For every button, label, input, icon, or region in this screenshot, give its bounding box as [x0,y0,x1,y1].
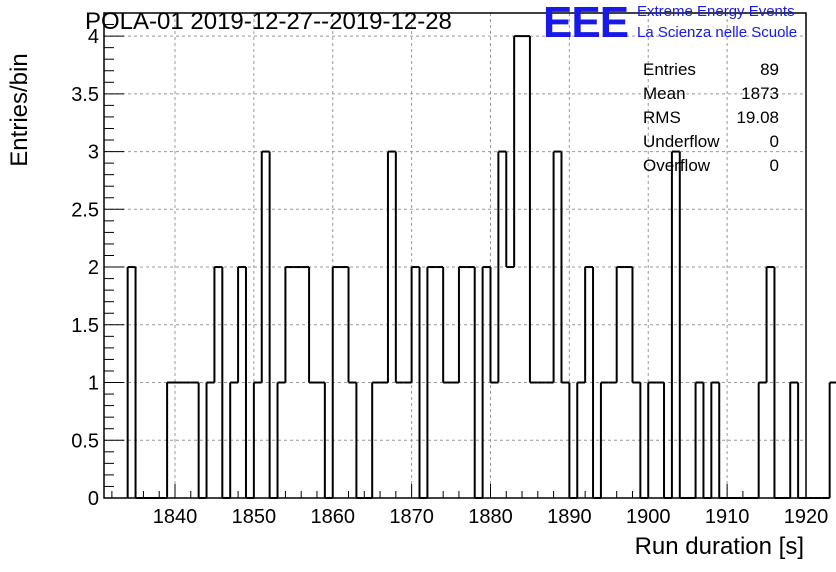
y-tick-label: 3 [88,142,99,164]
x-tick-label: 1880 [468,506,513,528]
stats-row-rms: RMS 19.08 [643,108,779,132]
y-tick-label: 3.5 [71,84,99,106]
eee-logo: EEE [543,0,629,47]
stats-value: 0 [769,132,779,151]
x-tick-label: 1900 [626,506,671,528]
stats-value: 1873 [741,84,779,103]
stats-row-mean: Mean 1873 [643,84,779,108]
y-tick-label: 4 [88,26,99,48]
logo-line-2: La Scienza nelle Scuole [637,24,798,41]
y-tick-label: 2 [88,257,99,279]
logo-line-1: Extreme Energy Events [637,3,795,20]
y-tick-label: 0 [88,488,99,510]
x-tick-label: 1840 [153,506,198,528]
stats-value: 89 [760,60,779,79]
stats-row-underflow: Underflow 0 [643,132,779,156]
stats-box: Entries 89 Mean 1873 RMS 19.08 Underflow 0 O… [643,60,779,180]
stats-label: Mean [643,84,686,103]
y-tick-label: 1.5 [71,315,99,337]
x-tick-label: 1890 [547,506,592,528]
stats-label: Overflow [643,156,711,175]
x-tick-label: 1850 [232,506,277,528]
x-tick-label: 1910 [705,506,750,528]
stats-label: Underflow [643,132,720,151]
stats-row-entries: Entries 89 [643,60,779,84]
stats-value: 19.08 [736,108,779,127]
y-axis-label: Entries/bin [6,53,33,167]
y-tick-label: 2.5 [71,199,99,221]
x-tick-label: 1870 [389,506,434,528]
chart-title: POLA-01 2019-12-27--2019-12-28 [85,8,452,35]
x-tick-label: 1860 [310,506,355,528]
stats-row-overflow: Overflow 0 [643,156,779,180]
y-tick-label: 1 [88,373,99,395]
stats-label: RMS [643,108,681,127]
x-tick-label: 1920 [784,506,829,528]
stats-label: Entries [643,60,696,79]
x-axis-label: Run duration [s] [634,533,804,560]
histogram-outline [126,36,831,498]
y-tick-label: 0.5 [71,430,99,452]
stats-value: 0 [769,156,779,175]
